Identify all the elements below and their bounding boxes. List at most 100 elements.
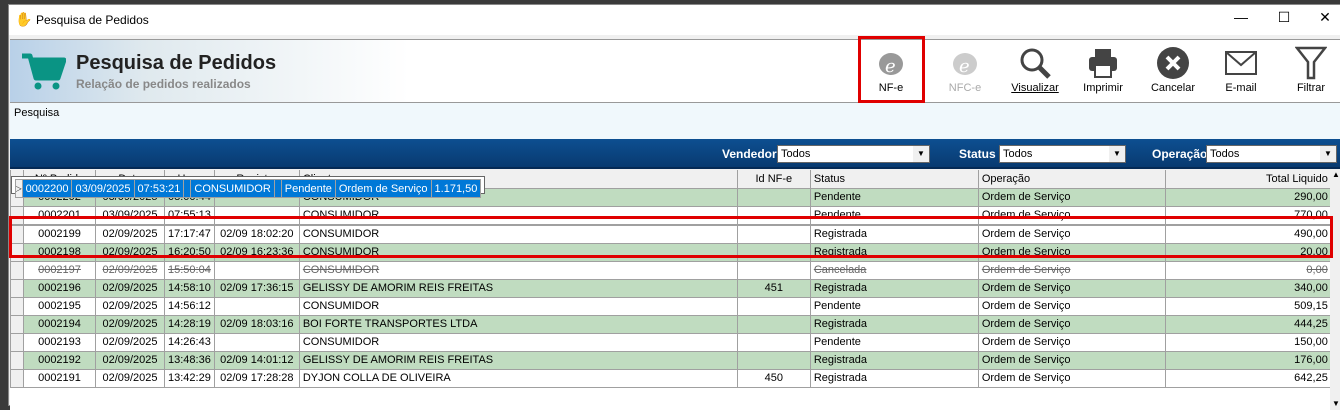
cell-status: Registrada	[809, 224, 979, 244]
cell-operacao: Ordem de Serviço	[977, 205, 1166, 225]
visualizar-button[interactable]: Visualizar	[1002, 44, 1068, 102]
col-status[interactable]: Status	[809, 170, 979, 189]
search-panel: Pesquisa	[10, 103, 1340, 139]
cell-status: Registrada	[809, 242, 979, 262]
svg-text:e: e	[885, 56, 896, 77]
row-indicator	[10, 260, 24, 280]
nfe-button[interactable]: e NF-e	[858, 44, 924, 102]
funnel-icon	[1295, 46, 1327, 80]
scroll-up-icon[interactable]: ▲	[1332, 170, 1340, 179]
cell-data: 02/09/2025	[95, 260, 165, 280]
imprimir-button[interactable]: Imprimir	[1070, 44, 1136, 102]
row-indicator	[10, 350, 24, 370]
cell-total: 1.171,50	[430, 179, 482, 198]
hand-icon: ✋	[15, 11, 33, 27]
cell-registro: 02/09 17:28:28	[213, 368, 300, 388]
cell-pedido: 0002198	[23, 242, 96, 262]
cell-status: Pendente	[280, 179, 336, 198]
email-button[interactable]: E-mail	[1208, 44, 1274, 102]
cell-hora: 13:42:29	[164, 368, 215, 388]
cell-cliente: CONSUMIDOR	[298, 260, 738, 280]
vendedor-select[interactable]: Todos ▼	[777, 145, 930, 163]
table-row[interactable]: 0002198 02/09/2025 16:20:50 02/09 16:23:36 C…	[10, 242, 1332, 262]
vendedor-label: Vendedor	[722, 147, 777, 161]
minimize-button[interactable]: —	[1234, 9, 1248, 25]
table-row[interactable]: 0002201 03/09/2025 07:55:13 CONSUMIDOR Pende…	[10, 205, 1332, 225]
cell-idnfe	[736, 224, 811, 244]
col-idnfe[interactable]: Id NF-e	[736, 170, 811, 189]
shopping-cart-icon	[22, 53, 66, 90]
cell-idnfe	[736, 332, 811, 352]
filtrar-button[interactable]: Filtrar	[1278, 44, 1340, 102]
cell-registro	[213, 332, 300, 352]
cell-cliente: CONSUMIDOR	[190, 179, 275, 198]
cell-pedido: 0002199	[23, 224, 96, 244]
table-row[interactable]: 0002197 02/09/2025 15:50:04 CONSUMIDOR Cance…	[10, 260, 1332, 280]
row-indicator	[10, 205, 24, 225]
cell-cliente: CONSUMIDOR	[298, 242, 738, 262]
cell-data: 02/09/2025	[95, 242, 165, 262]
cell-hora: 16:20:50	[164, 242, 215, 262]
nfce-button[interactable]: e NFC-e	[932, 44, 998, 102]
window-title: Pesquisa de Pedidos	[36, 13, 149, 27]
page-header: Pesquisa de Pedidos Relação de pedidos r…	[10, 39, 1340, 103]
cell-total: 0,00	[1164, 260, 1332, 280]
vertical-scrollbar[interactable]: ▲ ▼	[1330, 170, 1340, 410]
table-row[interactable]: 0002193 02/09/2025 14:26:43 CONSUMIDOR Pende…	[10, 332, 1332, 352]
magnifier-icon	[1020, 48, 1051, 79]
cell-operacao: Ordem de Serviço	[977, 368, 1166, 388]
table-row[interactable]: 0002199 02/09/2025 17:17:47 02/09 18:02:20 C…	[10, 224, 1332, 244]
col-total[interactable]: Total Liquido	[1164, 170, 1332, 189]
cell-total: 770,00	[1164, 205, 1332, 225]
cell-cliente: BOI FORTE TRANSPORTES LTDA	[298, 314, 738, 334]
cell-operacao: Ordem de Serviço	[977, 332, 1166, 352]
table-row[interactable]: 0002195 02/09/2025 14:56:12 CONSUMIDOR Pende…	[10, 296, 1332, 316]
chevron-down-icon: ▼	[1320, 146, 1336, 162]
maximize-button[interactable]: ☐	[1277, 9, 1291, 25]
operacao-value: Todos	[1210, 148, 1240, 160]
cell-registro	[183, 179, 192, 198]
table-row[interactable]: 0002194 02/09/2025 14:28:19 02/09 18:03:16 B…	[10, 314, 1332, 334]
cell-hora: 14:56:12	[164, 296, 215, 316]
row-indicator: ▷	[14, 179, 23, 198]
cell-data: 03/09/2025	[95, 205, 165, 225]
cell-registro	[213, 260, 300, 280]
svg-text:e: e	[959, 56, 970, 77]
cell-hora: 13:48:36	[164, 350, 215, 370]
cell-status: Pendente	[809, 187, 979, 207]
search-panel-label: Pesquisa	[14, 107, 60, 119]
cell-cliente: CONSUMIDOR	[298, 296, 738, 316]
cell-idnfe: 450	[736, 368, 811, 388]
table-row[interactable]: ▷ 0002200 03/09/2025 07:53:21 CONSUMIDOR Pend…	[10, 176, 486, 198]
cell-operacao: Ordem de Serviço	[977, 224, 1166, 244]
cell-registro: 02/09 17:36:15	[213, 278, 300, 298]
cell-pedido: 0002192	[23, 350, 96, 370]
close-button[interactable]: ✕	[1319, 9, 1331, 25]
cell-data: 03/09/2025	[71, 179, 135, 198]
row-indicator	[10, 296, 24, 316]
cell-registro: 02/09 18:03:16	[213, 314, 300, 334]
cell-operacao: Ordem de Serviço	[977, 296, 1166, 316]
scroll-down-icon[interactable]: ▼	[1332, 399, 1340, 408]
cell-pedido: 0002197	[23, 260, 96, 280]
cell-registro	[213, 296, 300, 316]
cell-registro: 02/09 18:02:20	[213, 224, 300, 244]
orders-grid[interactable]: Nº Pedido Data Hora Registro Cliente Id …	[10, 170, 1340, 410]
table-row[interactable]: 0002192 02/09/2025 13:48:36 02/09 14:01:12 G…	[10, 350, 1332, 370]
operacao-select[interactable]: Todos ▼	[1206, 145, 1337, 163]
cell-cliente: GELISSY DE AMORIM REIS FREITAS	[298, 350, 738, 370]
col-operacao[interactable]: Operação	[977, 170, 1166, 189]
table-row[interactable]: 0002196 02/09/2025 14:58:10 02/09 17:36:15 G…	[10, 278, 1332, 298]
row-indicator	[10, 332, 24, 352]
main-window: ✋ Pesquisa de Pedidos — ☐ ✕ Pesquisa de …	[8, 4, 1340, 410]
cell-idnfe	[736, 296, 811, 316]
cell-operacao: Ordem de Serviço	[977, 278, 1166, 298]
printer-icon	[1089, 49, 1117, 78]
status-select[interactable]: Todos ▼	[999, 145, 1126, 163]
cancelar-button[interactable]: Cancelar	[1140, 44, 1206, 102]
cell-idnfe	[273, 179, 282, 198]
table-row[interactable]: 0002191 02/09/2025 13:42:29 02/09 17:28:28 D…	[10, 368, 1332, 388]
cell-cliente: GELISSY DE AMORIM REIS FREITAS	[298, 278, 738, 298]
chevron-down-icon: ▼	[913, 146, 929, 162]
cell-status: Pendente	[809, 332, 979, 352]
